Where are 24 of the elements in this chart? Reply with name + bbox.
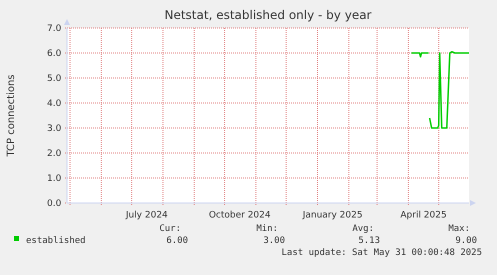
y-tick-label: 2.0 <box>46 148 62 159</box>
y-axis-title: TCP connections <box>6 74 17 158</box>
text: Last update: Sat May 31 00:00:48 2025 <box>282 248 482 258</box>
text: Max: <box>448 224 470 234</box>
x-tick-label: April 2025 <box>400 210 447 221</box>
text: 9.00 <box>455 236 477 246</box>
x-tick-label: July 2024 <box>124 210 168 221</box>
y-tick-label: 7.0 <box>46 24 62 34</box>
chart-title: Netstat, established only - by year <box>164 8 372 22</box>
text: 5.13 <box>358 236 380 246</box>
y-tick-label: 1.0 <box>46 174 62 184</box>
text: Avg: <box>352 224 374 234</box>
text: 6.00 <box>166 236 188 246</box>
y-tick-label: 3.0 <box>46 124 62 134</box>
text: 3.00 <box>263 236 285 246</box>
text: Min: <box>256 224 278 234</box>
y-tick-label: 4.0 <box>46 98 62 109</box>
y-tick-label: 6.0 <box>46 48 62 59</box>
y-tick-label: 5.0 <box>46 74 62 84</box>
text: Cur: <box>159 224 181 234</box>
x-tick-label: January 2025 <box>302 210 363 221</box>
y-tick-label: 0.0 <box>46 198 62 209</box>
legend-label: established <box>26 236 86 246</box>
x-tick-label: October 2024 <box>208 210 271 221</box>
